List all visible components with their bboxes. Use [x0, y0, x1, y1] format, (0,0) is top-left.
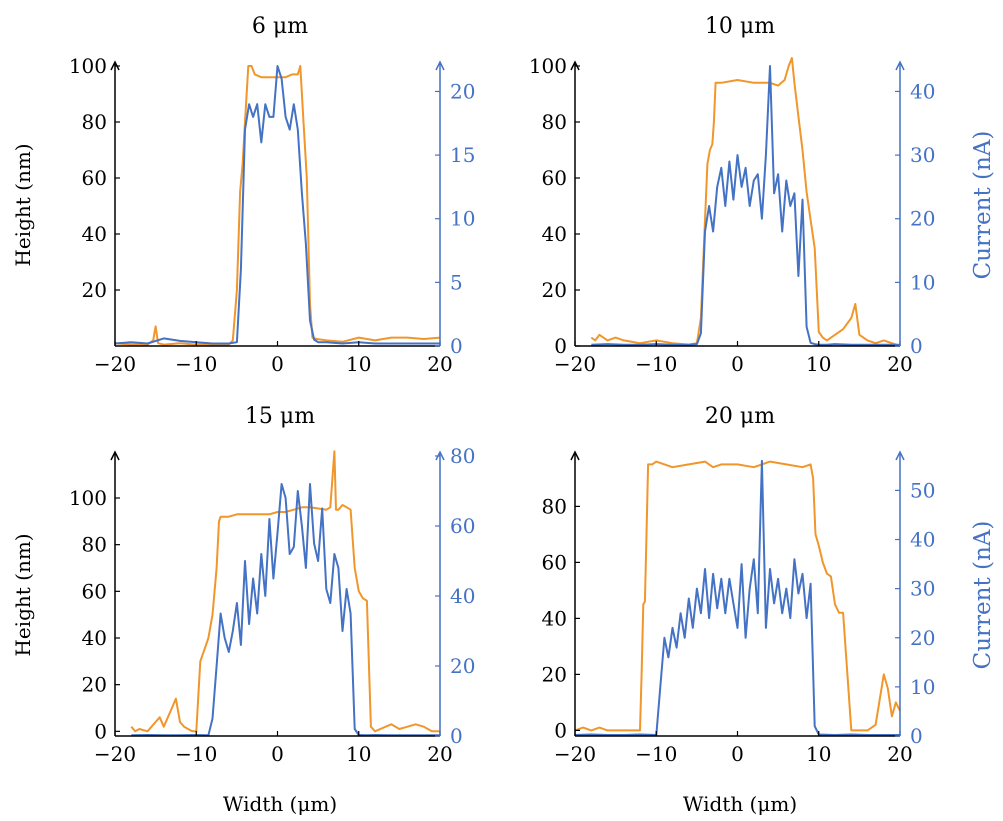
- y2-tick-label: 40: [910, 528, 935, 552]
- panel-title-6um: 6 μm: [252, 14, 308, 39]
- height-series-line: [131, 451, 440, 731]
- x-tick-label: 0: [271, 742, 284, 766]
- x-axis-label-width-right: Width (μm): [683, 792, 797, 816]
- y-tick-label: 100: [69, 54, 107, 78]
- y2-tick-label: 0: [450, 724, 463, 748]
- y-tick-label: 40: [82, 626, 107, 650]
- y-tick-label: 60: [542, 550, 567, 574]
- y-tick-label: 60: [82, 579, 107, 603]
- height-series-line: [575, 462, 900, 731]
- y2-tick-label: 20: [910, 207, 935, 231]
- y-tick-label: 100: [529, 54, 567, 78]
- x-axis-label-width-left: Width (μm): [223, 792, 337, 816]
- y-tick-label: 80: [82, 533, 107, 557]
- x-tick-label: 20: [427, 352, 452, 376]
- x-tick-label: 10: [346, 352, 371, 376]
- x-tick-label: 20: [887, 352, 912, 376]
- y2-tick-label: 60: [450, 514, 475, 538]
- x-tick-label: 0: [271, 352, 284, 376]
- x-tick-label: 10: [346, 742, 371, 766]
- y2-tick-label: 10: [450, 207, 475, 231]
- current-series-line: [115, 66, 440, 344]
- x-tick-label: −20: [94, 742, 136, 766]
- y2-axis-label-current-top: Current (nA): [970, 131, 996, 280]
- y2-tick-label: 40: [910, 79, 935, 103]
- y2-axis-label-current-bottom: Current (nA): [970, 521, 996, 670]
- height-series-line: [115, 66, 440, 345]
- y-axis-label-height-bottom: Height (nm): [11, 533, 35, 656]
- current-series-line: [575, 461, 900, 735]
- y2-tick-label: 0: [450, 334, 463, 358]
- y2-tick-label: 20: [450, 654, 475, 678]
- x-tick-label: 0: [731, 742, 744, 766]
- current-series-line: [591, 66, 900, 345]
- y-tick-label: 80: [542, 110, 567, 134]
- y2-tick-label: 40: [450, 584, 475, 608]
- panel-title-10um: 10 μm: [705, 14, 775, 39]
- y-tick-label: 0: [554, 718, 567, 742]
- y2-tick-label: 0: [910, 724, 923, 748]
- panel-title-20um: 20 μm: [705, 404, 775, 429]
- y-tick-label: 20: [82, 278, 107, 302]
- y-tick-label: 80: [542, 494, 567, 518]
- height-series-line: [591, 58, 900, 346]
- x-tick-label: −20: [94, 352, 136, 376]
- y-tick-label: 40: [542, 222, 567, 246]
- y-tick-label: 20: [542, 278, 567, 302]
- x-tick-label: −20: [554, 742, 596, 766]
- y-tick-label: 40: [542, 606, 567, 630]
- chart-panel-0: −20 −10 0 10 20 20 40 60 80 100 0 5 10 15 20: [69, 54, 476, 376]
- y-tick-label: 20: [542, 662, 567, 686]
- y2-tick-label: 10: [910, 270, 935, 294]
- y2-tick-label: 0: [910, 334, 923, 358]
- panel-title-15um: 15 μm: [245, 404, 315, 429]
- y2-tick-label: 20: [910, 626, 935, 650]
- x-tick-label: −10: [635, 742, 677, 766]
- y2-tick-label: 15: [450, 143, 475, 167]
- y-tick-label: 0: [554, 334, 567, 358]
- y2-tick-label: 10: [910, 675, 935, 699]
- y2-tick-label: 30: [910, 143, 935, 167]
- x-tick-label: 20: [887, 742, 912, 766]
- y2-tick-label: 20: [450, 79, 475, 103]
- y2-tick-label: 5: [450, 270, 463, 294]
- y-tick-label: 20: [82, 673, 107, 697]
- x-tick-label: −10: [175, 352, 217, 376]
- y-tick-label: 40: [82, 222, 107, 246]
- x-tick-label: 0: [731, 352, 744, 376]
- x-tick-label: 20: [427, 742, 452, 766]
- x-tick-label: −10: [635, 352, 677, 376]
- y-axis-label-height-top: Height (nm): [11, 143, 35, 266]
- y-tick-label: 80: [82, 110, 107, 134]
- current-series-line: [131, 484, 440, 735]
- y-tick-label: 100: [69, 486, 107, 510]
- y-tick-label: 60: [82, 166, 107, 190]
- y-tick-label: 0: [94, 719, 107, 743]
- x-tick-label: 10: [806, 742, 831, 766]
- y2-tick-label: 80: [450, 444, 475, 468]
- y2-tick-label: 50: [910, 478, 935, 502]
- y2-tick-label: 30: [910, 577, 935, 601]
- x-tick-label: −10: [175, 742, 217, 766]
- x-tick-label: 10: [806, 352, 831, 376]
- y-tick-label: 60: [542, 166, 567, 190]
